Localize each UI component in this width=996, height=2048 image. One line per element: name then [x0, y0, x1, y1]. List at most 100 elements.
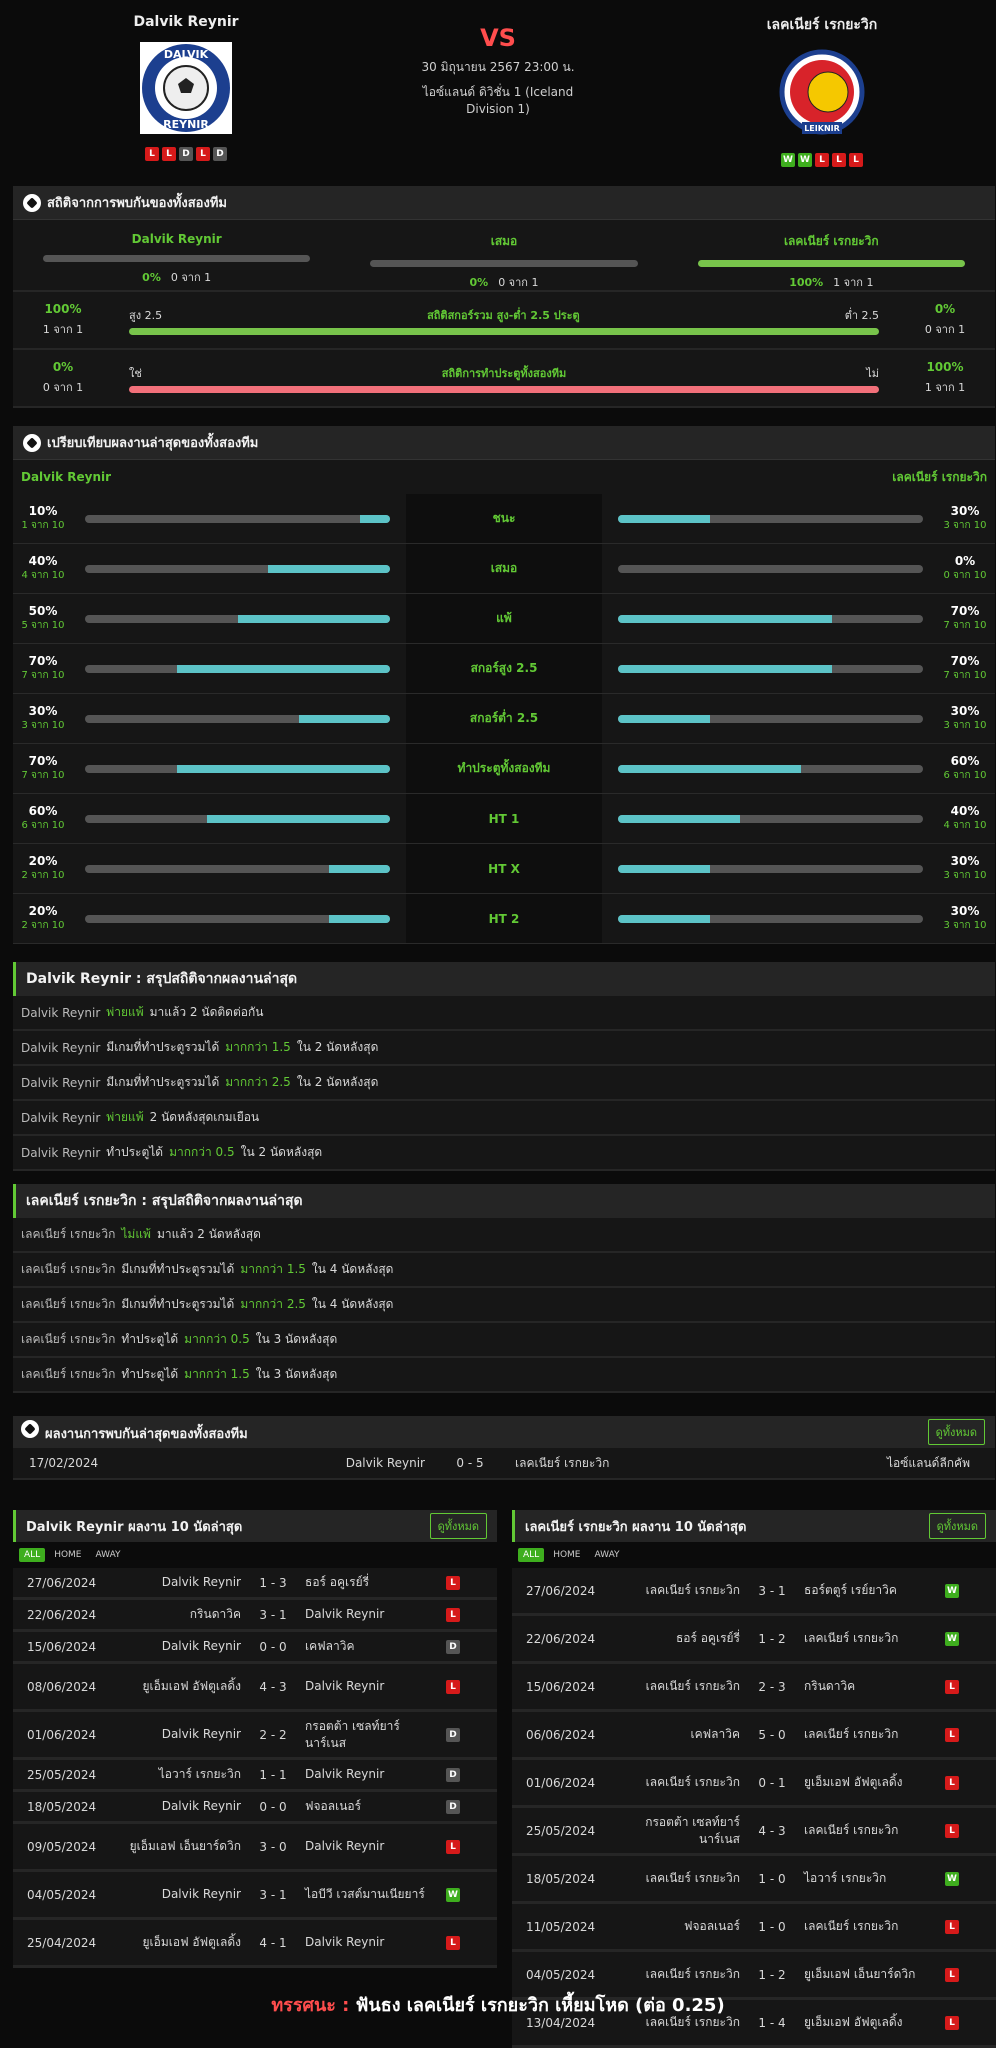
compare-away-pct-value: 70% — [950, 604, 980, 618]
compare-away-name[interactable]: เลคเนียร์ เรกยะวิก — [892, 469, 987, 484]
match-away: กรอตต้า เซลท์ยาร์นาร์เนส — [305, 1718, 400, 1750]
match-row[interactable]: 25/05/2024 ไอวาร์ เรกยะวิก 1 - 1 Dalvik Rey… — [13, 1760, 497, 1792]
compare-row: 20% 2 จาก 10 HT 2 30% 3 จาก 10 — [13, 894, 995, 944]
h2h-draw-bar — [370, 260, 638, 267]
compare-away-pct-value: 60% — [950, 754, 980, 768]
compare-title: เปรียบเทียบผลงานล่าสุดของทั้งสองทีม — [47, 436, 259, 451]
compare-row: 70% 7 จาก 10 สกอร์สูง 2.5 70% 7 จาก 10 — [13, 644, 995, 694]
summary-row: เลคเนียร์ เรกยะวิก ไม่แพ้ มาแล้ว 2 นัดหลัง… — [13, 1218, 995, 1253]
last-h2h-view-all-button[interactable]: ดูทั้งหมด — [927, 1419, 985, 1445]
match-row[interactable]: 15/06/2024 Dalvik Reynir 0 - 0 เคฟลาวิค D — [13, 1632, 497, 1664]
match-home: ไอวาร์ เรกยะวิก — [158, 1767, 241, 1782]
over-count: 1 จาก 1 — [42, 323, 84, 336]
match-row[interactable]: 09/05/2024 ยูเอ็มเอฟ เอ็นยาร์ดวิก 3 - 0 Dal… — [13, 1824, 497, 1872]
match-row[interactable]: 27/06/2024 Dalvik Reynir 1 - 3 ธอร์ อคูเรย์… — [13, 1568, 497, 1600]
under-label: ต่ำ 2.5 — [844, 308, 879, 322]
match-score: 1 - 1 — [259, 1767, 287, 1782]
over-pct: 100% — [44, 302, 82, 316]
match-row[interactable]: 04/05/2024 เลคเนียร์ เรกยะวิก 1 - 2 ยูเอ็มเ… — [512, 1952, 996, 2000]
summary-part: มาแล้ว 2 นัดติดต่อกัน — [149, 1005, 264, 1019]
compare-home-pct: 50% 5 จาก 10 — [13, 604, 73, 633]
home-last10-view-all-button[interactable]: ดูทั้งหมด — [429, 1513, 487, 1539]
result-badge: L — [945, 1775, 959, 1790]
match-away: Dalvik Reynir — [305, 1935, 385, 1950]
compare-home-count: 6 จาก 10 — [21, 820, 65, 831]
btts-title: สถิติการทำประตูทั้งสองทีม — [441, 366, 567, 380]
result-badge: L — [446, 1839, 460, 1854]
btts-no-count: 1 จาก 1 — [924, 381, 966, 394]
home-summary-section: Dalvik Reynir : สรุปสถิติจากผลงานล่าสุด … — [13, 962, 995, 1171]
match-row[interactable]: 18/05/2024 Dalvik Reynir 0 - 0 ฟจอลเนอร์ D — [13, 1792, 497, 1824]
match-away: เลคเนียร์ เรกยะวิก — [804, 1727, 899, 1742]
match-row[interactable]: 25/04/2024 ยูเอ็มเอฟ อัฟตูเลดิ้ง 4 - 1 Dalv… — [13, 1920, 497, 1968]
away-last10-view-all-button[interactable]: ดูทั้งหมด — [928, 1513, 986, 1539]
match-score: 2 - 3 — [758, 1679, 786, 1694]
match-home: ธอร์ อคูเรย์รี่ — [675, 1631, 740, 1646]
soccer-ball-icon — [21, 1420, 39, 1438]
compare-home-side: 20% 2 จาก 10 — [13, 844, 406, 893]
last-h2h-row[interactable]: 17/02/2024 Dalvik Reynir 0 - 5 เลคเนียร์… — [13, 1448, 995, 1480]
summary-part: มากกว่า 2.5 — [240, 1297, 306, 1311]
btts-no-label: ไม่ — [866, 366, 879, 380]
last-h2h-league: ไอซ์แลนด์ลีกคัพ — [886, 1455, 970, 1470]
match-row[interactable]: 27/06/2024 เลคเนียร์ เรกยะวิก 3 - 1 ธอร์ตตู… — [512, 1568, 996, 1616]
match-row[interactable]: 06/06/2024 เคฟลาวิค 5 - 0 เลคเนียร์ เรกยะวิ… — [512, 1712, 996, 1760]
compare-away-count: 4 จาก 10 — [943, 820, 987, 831]
compare-home-pct: 70% 7 จาก 10 — [13, 754, 73, 783]
last-h2h-date: 17/02/2024 — [29, 1456, 99, 1470]
away-summary-section: เลคเนียร์ เรกยะวิก : สรุปสถิติจากผลงานล่… — [13, 1184, 995, 1393]
match-row[interactable]: 22/06/2024 กรินดาวิค 3 - 1 Dalvik Reynir L — [13, 1600, 497, 1632]
form-badge: L — [815, 153, 829, 167]
compare-home-side: 60% 6 จาก 10 — [13, 794, 406, 843]
compare-home-pct-value: 60% — [28, 804, 58, 818]
filter-all[interactable]: ALL — [518, 1548, 545, 1562]
filter-all[interactable]: ALL — [19, 1548, 46, 1562]
svg-text:DALVIK: DALVIK — [164, 48, 209, 61]
filter-away[interactable]: AWAY — [594, 1550, 620, 1560]
summary-part: Dalvik Reynir — [21, 1005, 101, 1020]
match-away: เคฟลาวิค — [305, 1639, 355, 1654]
match-result: L — [932, 1823, 972, 1838]
away-last10-header: เลคเนียร์ เรกยะวิก ผลงาน 10 นัดล่าสุด ดูท… — [512, 1510, 996, 1542]
compare-home-name[interactable]: Dalvik Reynir — [21, 470, 112, 484]
summary-part: ใน 2 นัดหลังสุด — [296, 1075, 379, 1089]
filter-away[interactable]: AWAY — [95, 1550, 121, 1560]
match-score: 4 - 1 — [259, 1935, 287, 1950]
h2h-home-win: Dalvik Reynir 0% 0 จาก 1 — [13, 220, 340, 290]
compare-home-bar — [85, 864, 390, 873]
form-badge: L — [832, 153, 846, 167]
summary-part: ทำประตูได้ — [121, 1332, 179, 1346]
compare-label: สกอร์สูง 2.5 — [406, 644, 602, 693]
compare-home-pct-value: 70% — [28, 754, 58, 768]
match-result: L — [932, 2015, 972, 2030]
match-away: เลคเนียร์ เรกยะวิก — [804, 1823, 899, 1838]
match-row[interactable]: 11/05/2024 ฟจอลเนอร์ 1 - 0 เลคเนียร์ เรกยะว… — [512, 1904, 996, 1952]
match-date: 22/06/2024 — [27, 1607, 97, 1622]
match-row[interactable]: 22/06/2024 ธอร์ อคูเรย์รี่ 1 - 2 เลคเนียร์ … — [512, 1616, 996, 1664]
match-row[interactable]: 25/05/2024 กรอตต้า เซลท์ยาร์นาร์เนส 4 - 3 เ… — [512, 1808, 996, 1856]
compare-row: 10% 1 จาก 10 ชนะ 30% 3 จาก 10 — [13, 494, 995, 544]
compare-home-bar — [85, 614, 390, 623]
match-date: 27/06/2024 — [526, 1583, 596, 1598]
compare-away-side: 30% 3 จาก 10 — [602, 894, 995, 943]
filter-home[interactable]: HOME — [54, 1550, 82, 1560]
match-away: กรินดาวิค — [804, 1679, 856, 1694]
match-row[interactable]: 18/05/2024 เลคเนียร์ เรกยะวิก 1 - 0 ไอวาร์ … — [512, 1856, 996, 1904]
compare-home-side: 20% 2 จาก 10 — [13, 894, 406, 943]
verdict-text: ฟันธง เลคเนียร์ เรกยะวิก เหี้ยมโหด (ต่อ … — [355, 1995, 725, 2016]
match-row[interactable]: 01/06/2024 Dalvik Reynir 2 - 2 กรอตต้า เซลท… — [13, 1712, 497, 1760]
btts-bar — [129, 385, 879, 393]
match-date: 15/06/2024 — [27, 1639, 97, 1654]
filter-home[interactable]: HOME — [553, 1550, 581, 1560]
compare-away-count: 3 จาก 10 — [943, 870, 987, 881]
summary-part: มากกว่า 0.5 — [169, 1145, 235, 1159]
match-row[interactable]: 15/06/2024 เลคเนียร์ เรกยะวิก 2 - 3 กรินดาว… — [512, 1664, 996, 1712]
match-row[interactable]: 08/06/2024 ยูเอ็มเอฟ อัฟตูเลดิ้ง 4 - 3 Dalv… — [13, 1664, 497, 1712]
match-row[interactable]: 01/06/2024 เลคเนียร์ เรกยะวิก 0 - 1 ยูเอ็มเ… — [512, 1760, 996, 1808]
match-result: L — [433, 1607, 473, 1622]
match-row[interactable]: 04/05/2024 Dalvik Reynir 3 - 1 ไอบีวี เวสต์… — [13, 1872, 497, 1920]
away-summary-rows: เลคเนียร์ เรกยะวิก ไม่แพ้ มาแล้ว 2 นัดหลัง… — [13, 1218, 995, 1393]
away-team-name: เลคเนียร์ เรกยะวิก — [766, 17, 878, 33]
